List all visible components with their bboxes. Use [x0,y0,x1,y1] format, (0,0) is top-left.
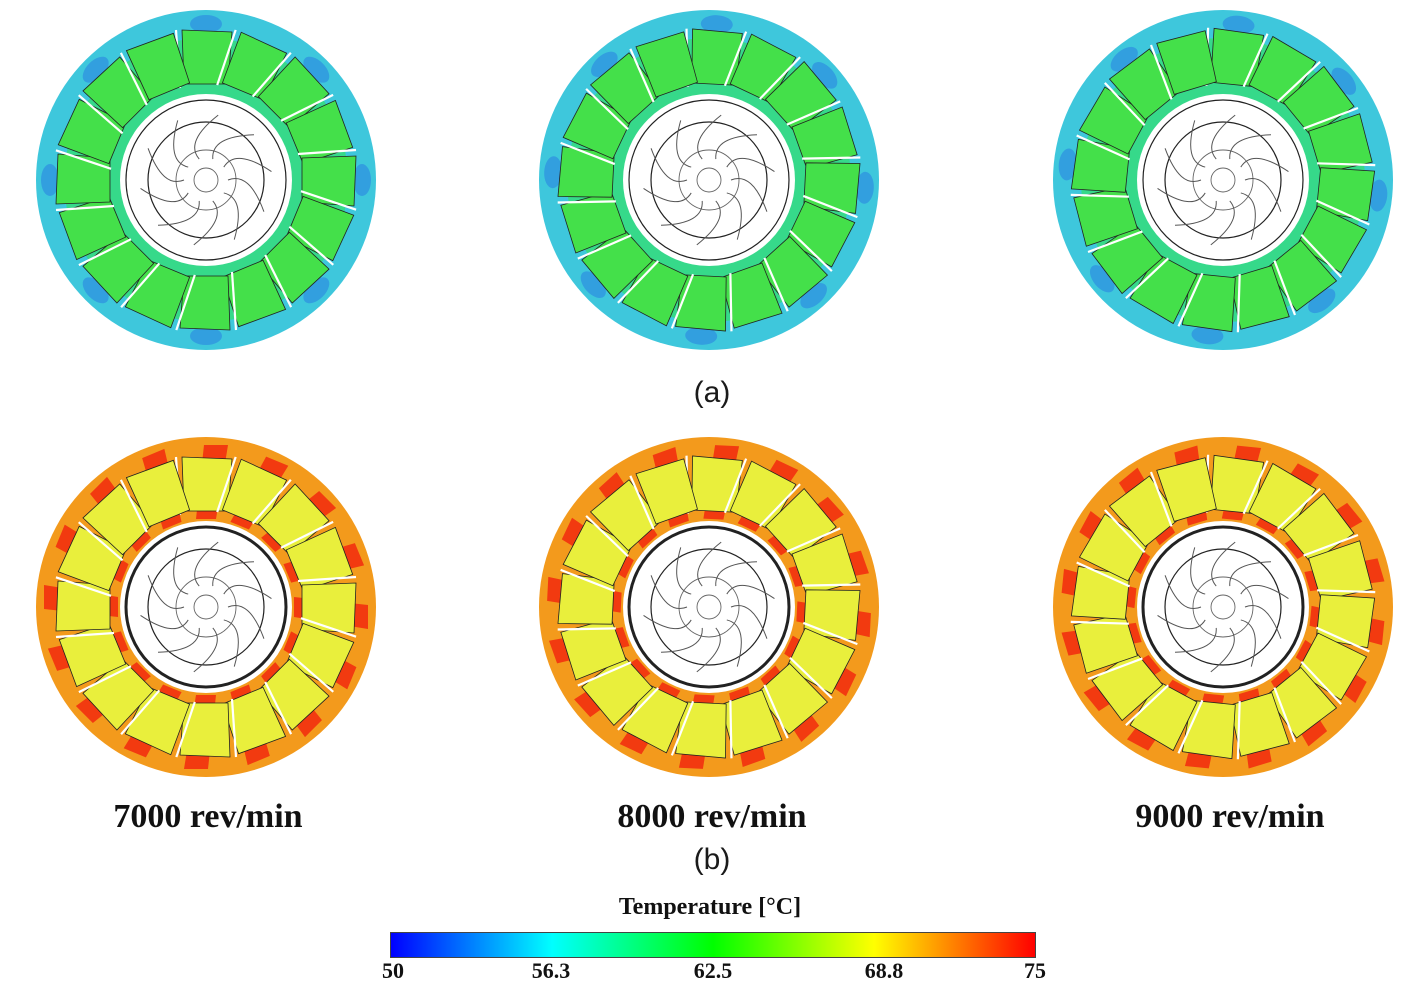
legend-tick-75: 75 [1024,958,1046,983]
panel-label-b: (b) [693,843,731,876]
contour-b-7000 [36,437,376,777]
contour-b-9000 [1053,437,1393,777]
speed-label-9000: 9000 rev/min [1135,798,1325,835]
legend-tick-62-5: 62.5 [693,958,733,983]
legend-tick-68-8: 68.8 [864,958,904,983]
contour-a-9000 [1053,10,1393,350]
legend-color-bar [390,932,1036,958]
contour-b-8000 [539,437,879,777]
contour-a-7000 [36,10,376,350]
contour-a-8000 [539,10,879,350]
panel-label-a: (a) [693,376,731,409]
legend-tick-50: 50 [382,958,404,983]
speed-label-7000: 7000 rev/min [113,798,303,835]
speed-label-8000: 8000 rev/min [617,798,807,835]
legend-tick-56-3: 56.3 [531,958,571,983]
legend-title: Temperature [°C] [618,894,802,920]
